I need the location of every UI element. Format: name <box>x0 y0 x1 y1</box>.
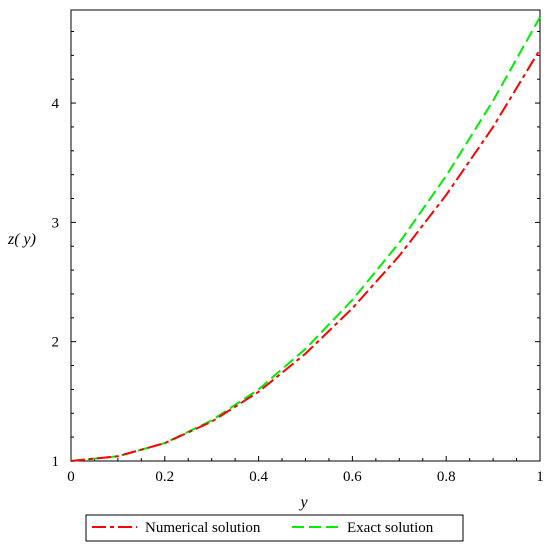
y-tick-label: 4 <box>52 96 60 112</box>
legend: Numerical solution Exact solution <box>85 514 464 542</box>
x-tick-label: 1 <box>536 469 544 485</box>
x-tick-label: 0.4 <box>249 469 268 485</box>
series-line-numerical-solution <box>70 48 541 462</box>
y-axis-ticks: 1 2 3 4 <box>52 30 540 470</box>
legend-label-numerical: Numerical solution <box>145 520 261 536</box>
x-tick-label: 0.8 <box>437 469 456 485</box>
y-axis-label: z( y) <box>7 231 36 248</box>
legend-box <box>85 514 464 542</box>
x-tick-label: 0.2 <box>155 469 174 485</box>
x-axis-ticks: 0 0.2 0.4 0.6 0.8 1 <box>67 456 544 485</box>
series-line-exact-solution <box>70 16 541 462</box>
y-tick-label: 3 <box>52 215 60 231</box>
series-layer <box>70 16 541 462</box>
x-tick-label: 0.6 <box>343 469 362 485</box>
plot-frame <box>70 9 541 462</box>
legend-label-exact: Exact solution <box>347 520 434 536</box>
y-tick-label: 1 <box>52 454 60 470</box>
x-axis-label: y <box>298 494 308 511</box>
x-tick-label: 0 <box>67 469 75 485</box>
y-tick-label: 2 <box>52 335 60 351</box>
